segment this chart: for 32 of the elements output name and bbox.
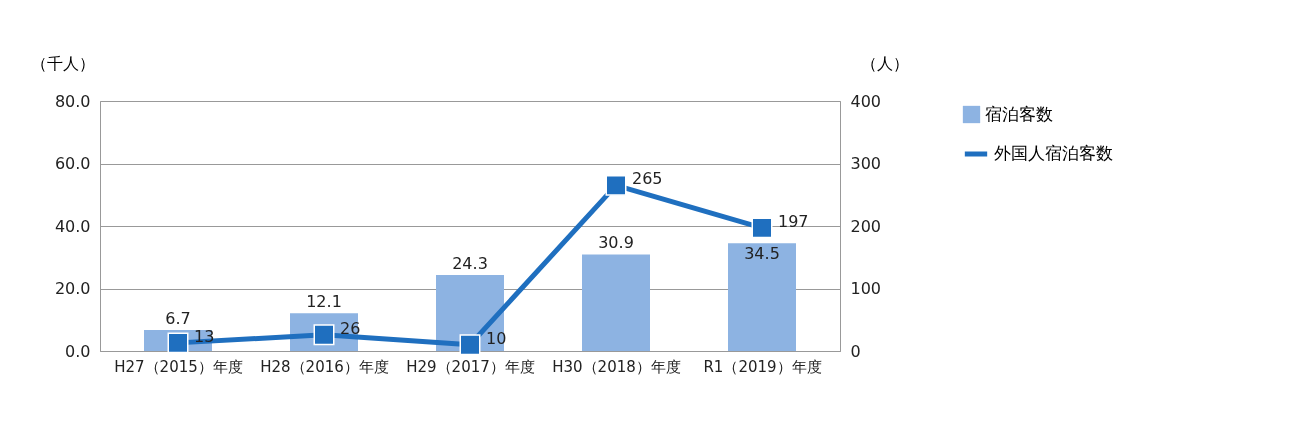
bar — [582, 254, 650, 351]
y2-tick-label: 100 — [850, 279, 882, 298]
point — [167, 332, 189, 354]
data-label: 24.3 — [452, 254, 488, 274]
data-label: 30.9 — [598, 233, 634, 253]
y-tick-label: 0.0 — [65, 341, 91, 361]
x-tick-label: H28（2016）年度 — [260, 357, 389, 376]
legend-label: 外国人宿泊客数 — [994, 143, 1113, 163]
y2-axis-title: （人） — [860, 53, 909, 73]
data-label: 265 — [632, 169, 663, 189]
y2-tick-label: 300 — [850, 154, 882, 173]
y-tick-label: 40.0 — [54, 216, 91, 236]
point — [751, 217, 773, 239]
bar — [728, 243, 796, 351]
legend-label: 宿泊客数 — [985, 103, 1053, 124]
y2-tick-label: 200 — [850, 216, 882, 236]
y-tick-label: 20.0 — [54, 279, 91, 298]
y2-tick-label: 400 — [850, 91, 882, 111]
data-label: 6.7 — [165, 309, 191, 329]
y-tick-label: 80.0 — [54, 91, 91, 111]
data-label: 12.1 — [306, 292, 342, 312]
x-tick-label: H27（2015）年度 — [114, 357, 243, 376]
y-tick-label: 60.0 — [54, 154, 91, 173]
y-axis-title: （千人） — [30, 53, 95, 73]
x-tick-label: H30（2018）年度 — [552, 357, 681, 376]
point — [459, 334, 481, 356]
data-label: 197 — [778, 211, 809, 231]
point — [605, 174, 627, 196]
x-tick-label: H29（2017）年度 — [406, 357, 535, 376]
y2-tick-label: 0 — [850, 341, 861, 361]
x-tick-label: R1（2019）年度 — [703, 357, 822, 376]
data-label: 34.5 — [744, 244, 780, 264]
